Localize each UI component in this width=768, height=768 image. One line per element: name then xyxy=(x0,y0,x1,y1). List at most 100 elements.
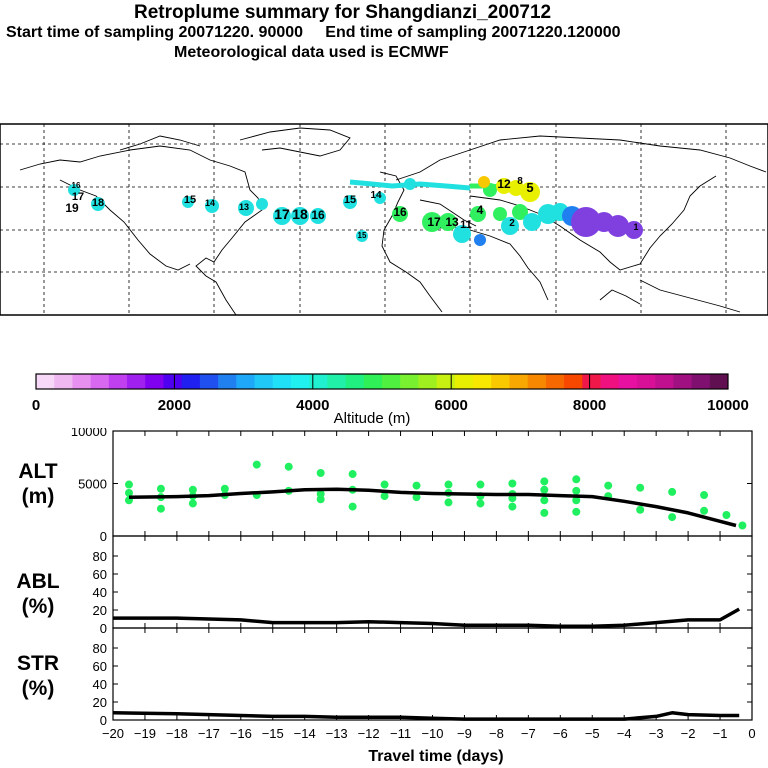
plume-blob xyxy=(68,184,80,196)
colorbar-tick-labels: 0 2000 4000 6000 8000 10000 xyxy=(32,374,749,414)
plume-blob xyxy=(404,178,416,190)
colorbar-tick-label: 4000 xyxy=(296,397,329,414)
alt-point xyxy=(572,507,581,516)
plume-blob xyxy=(343,195,357,209)
x-tick-label: −2 xyxy=(681,726,696,741)
met-data-line: Meteorological data used is ECMWF xyxy=(174,44,449,61)
x-tick-label: −15 xyxy=(262,726,284,741)
colorbar-cell xyxy=(236,374,256,389)
plume-day-label: 1 xyxy=(633,222,638,232)
colorbar-cells xyxy=(36,374,729,389)
y-tick-label: 20 xyxy=(93,695,107,710)
panel-abl: 80 60 40 20 0 ABL(%) xyxy=(16,535,753,636)
x-tick-label: −5 xyxy=(585,726,600,741)
plume-blobs xyxy=(68,176,643,246)
plume-blob xyxy=(470,206,486,222)
plume-day-label: 15 xyxy=(184,194,196,206)
plume-day-label: 16 xyxy=(311,208,325,222)
colorbar-cell xyxy=(545,374,565,389)
y-tick-label: 60 xyxy=(93,659,107,674)
plume-day-label: 15 xyxy=(344,194,356,206)
plume-blob xyxy=(523,213,541,231)
panel-ylabel: STR xyxy=(17,652,59,675)
plume-day-label: 17 xyxy=(72,191,84,203)
panel-yunit: (m) xyxy=(22,485,55,508)
colorbar-cell xyxy=(473,374,492,389)
y-tick-label: 5000 xyxy=(78,477,107,492)
plume-blob xyxy=(512,204,528,220)
colorbar-cell xyxy=(199,374,219,389)
colorbar-cell xyxy=(218,374,237,389)
plume-day-label: 19 xyxy=(65,201,79,215)
alt-point xyxy=(572,475,581,484)
panel-yunit: (%) xyxy=(22,595,55,618)
y-tick-label: 10000 xyxy=(71,428,107,439)
plume-blob xyxy=(496,178,512,194)
alt-point xyxy=(444,480,453,489)
x-tick-label: −6 xyxy=(553,726,568,741)
panel-ylabel: ABL xyxy=(16,570,59,593)
time-series-panels: 1000050000ALT(m)806040200ABL(%)806040200… xyxy=(16,428,755,765)
x-tick-label: −13 xyxy=(326,726,348,741)
x-tick-label: −19 xyxy=(134,726,156,741)
x-tick-label: −17 xyxy=(198,726,220,741)
alt-point xyxy=(540,508,549,517)
alt-point xyxy=(380,492,389,501)
x-tick-label: −12 xyxy=(358,726,380,741)
map-frame xyxy=(0,123,768,316)
x-axis-label: Travel time (days) xyxy=(368,748,503,765)
plume-blob xyxy=(374,192,386,204)
panel-frame xyxy=(112,430,753,537)
map-coastlines xyxy=(19,127,767,316)
x-tick-label: −3 xyxy=(649,726,664,741)
colorbar-cell xyxy=(600,374,620,389)
plume-blob xyxy=(607,215,629,237)
colorbar-cell xyxy=(163,374,183,389)
alt-point xyxy=(188,499,197,508)
alt-point xyxy=(284,462,293,471)
plume-day-label: 18 xyxy=(292,206,308,222)
y-tick-label: 40 xyxy=(93,585,107,600)
plume-day-label: 13 xyxy=(239,202,249,212)
plume-blob xyxy=(478,176,490,188)
panel-frame xyxy=(112,627,753,721)
alt-point xyxy=(636,505,645,514)
colorbar-cell xyxy=(509,374,529,389)
colorbar-cell xyxy=(582,374,602,389)
series-line-str xyxy=(112,711,740,721)
alt-point xyxy=(156,504,165,513)
alt-point xyxy=(252,460,261,469)
plume-day-label: 11 xyxy=(460,219,472,231)
plume-day-label: 14 xyxy=(370,190,382,201)
x-tick-label: −18 xyxy=(166,726,188,741)
y-tick-label: 80 xyxy=(93,549,107,564)
alt-point xyxy=(508,479,517,488)
x-tick-label: −16 xyxy=(230,726,252,741)
y-tick-label: 40 xyxy=(93,677,107,692)
colorbar-label: Altitude (m) xyxy=(334,410,411,427)
plume-day-label: 8 xyxy=(517,176,523,187)
colorbar-cell xyxy=(418,374,438,389)
colorbar-cell xyxy=(527,374,547,389)
colorbar-tick-label: 6000 xyxy=(435,397,468,414)
alt-point xyxy=(412,481,421,490)
plume-blob xyxy=(91,197,105,211)
alt-point xyxy=(700,506,709,515)
plume-day-label: 4 xyxy=(477,203,484,217)
plume-day-label: 18 xyxy=(92,197,104,209)
alt-point xyxy=(738,521,747,530)
colorbar-cell xyxy=(90,374,110,389)
alt-point xyxy=(668,487,677,496)
panel-frame xyxy=(112,535,753,629)
series-line-abl xyxy=(113,607,741,628)
colorbar-tick-label: 10000 xyxy=(707,397,749,414)
plume-blob xyxy=(392,206,408,222)
alt-point xyxy=(316,469,325,477)
y-tick-label: 60 xyxy=(93,567,107,582)
plume-blob xyxy=(474,234,486,246)
x-tick-label: −14 xyxy=(294,726,316,741)
x-tick-label: −7 xyxy=(521,726,536,741)
plume-day-label: 16 xyxy=(72,181,81,190)
